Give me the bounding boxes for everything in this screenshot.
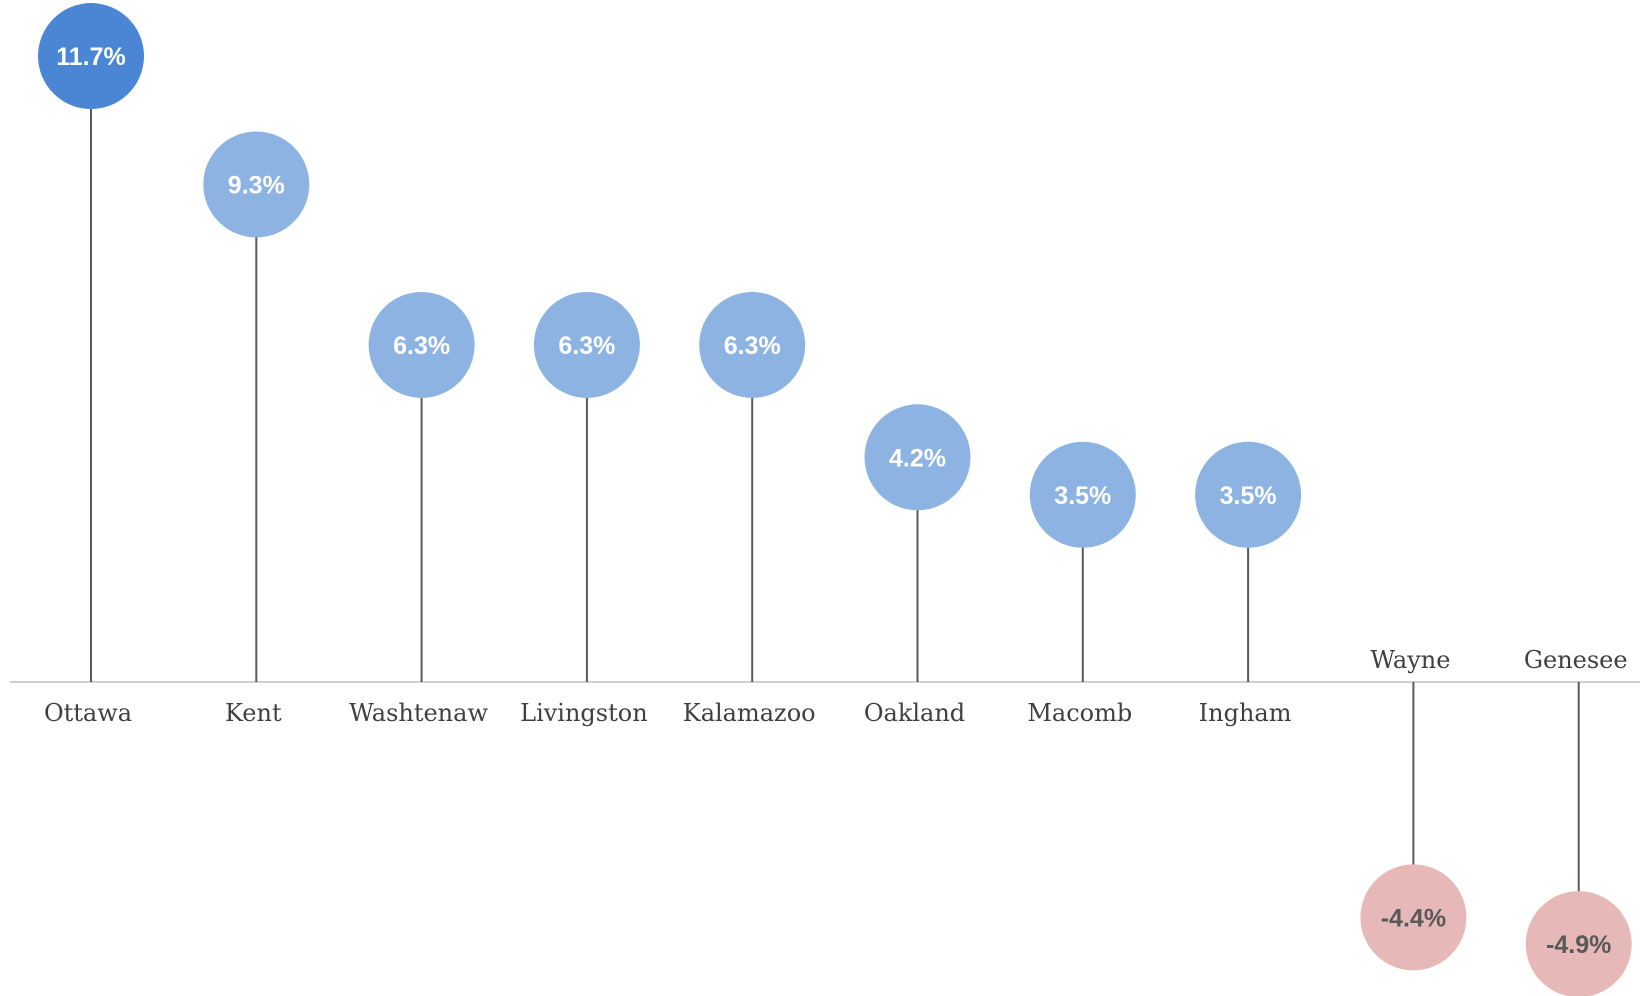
bubble-ingham <box>1195 441 1302 548</box>
category-label-wayne: Wayne <box>1370 646 1450 674</box>
value-label-kent: 9.3% <box>228 171 285 199</box>
value-label-macomb: 3.5% <box>1054 482 1111 510</box>
value-label-ingham: 3.5% <box>1220 482 1277 510</box>
value-label-washtenaw: 6.3% <box>393 332 450 360</box>
value-label-oakland: 4.2% <box>889 444 946 472</box>
chart-marks: 11.7% Ottawa 9.3% Kent 6.3% Washtenaw 6.3% Livi… <box>38 3 1632 996</box>
bubble-ottawa <box>38 3 144 110</box>
category-label-macomb: Macomb <box>1027 699 1132 727</box>
bubble-livingston <box>533 291 640 398</box>
bubble-washtenaw <box>368 291 475 398</box>
value-label-ottawa: 11.7% <box>56 43 126 71</box>
category-label-washtenaw: Washtenaw <box>349 699 488 727</box>
category-label-livingston: Livingston <box>520 699 648 727</box>
value-label-wayne: -4.4% <box>1381 904 1446 932</box>
bubble-macomb <box>1029 441 1136 548</box>
category-label-kent: Kent <box>225 699 282 727</box>
bubble-kalamazoo <box>699 291 806 398</box>
bubble-oakland <box>864 404 971 511</box>
bubble-wayne <box>1360 864 1467 971</box>
bubble-kent <box>203 131 310 238</box>
value-label-genesee: -4.9% <box>1546 931 1611 959</box>
bubble-genesee <box>1525 891 1632 996</box>
category-label-genesee: Genesee <box>1524 646 1628 674</box>
value-label-kalamazoo: 6.3% <box>724 332 781 360</box>
category-label-oakland: Oakland <box>864 699 965 727</box>
value-label-livingston: 6.3% <box>558 332 615 360</box>
category-label-kalamazoo: Kalamazoo <box>683 699 816 727</box>
category-label-ottawa: Ottawa <box>44 699 132 727</box>
category-label-ingham: Ingham <box>1199 699 1292 727</box>
